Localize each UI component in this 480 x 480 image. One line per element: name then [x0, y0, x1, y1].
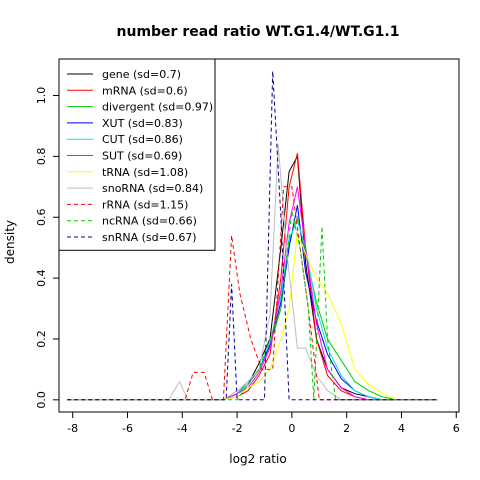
x-tick-label: 6 — [453, 422, 460, 435]
y-tick-label: 0.6 — [35, 208, 48, 226]
x-tick-label: -6 — [122, 422, 133, 435]
y-axis: 0.0 0.2 0.4 0.6 0.8 1.0 — [35, 87, 60, 409]
x-axis-label: log2 ratio — [229, 452, 286, 466]
legend-box — [58, 58, 216, 251]
legend-label-divergent: divergent (sd=0.97) — [102, 101, 213, 114]
y-tick-label: 0.4 — [35, 269, 48, 287]
legend-label-snrna: snRNA (sd=0.67) — [102, 231, 197, 244]
x-tick-label: 0 — [288, 422, 295, 435]
x-tick-label: 4 — [398, 422, 405, 435]
y-tick-label: 0.2 — [35, 330, 48, 348]
y-tick-label: 1.0 — [35, 87, 48, 105]
legend-label-trna: tRNA (sd=1.08) — [102, 166, 188, 179]
legend-label-mrna: mRNA (sd=0.6) — [102, 84, 188, 97]
y-tick-label: 0.0 — [35, 391, 48, 409]
series-line-sut — [67, 186, 438, 401]
legend-label-snorna: snoRNA (sd=0.84) — [102, 182, 203, 195]
legend-label-cut: CUT (sd=0.86) — [102, 133, 183, 146]
x-tick-label: -2 — [232, 422, 243, 435]
legend-label-sut: SUT (sd=0.69) — [102, 150, 182, 163]
legend-label-gene: gene (sd=0.7) — [102, 68, 181, 81]
legend: gene (sd=0.7) mRNA (sd=0.6) divergent (sd=… — [58, 58, 216, 251]
y-axis-label: density — [3, 220, 17, 264]
chart-title: number read ratio WT.G1.4/WT.G1.1 — [117, 24, 400, 40]
x-axis: -8 -6 -4 -2 0 2 4 6 — [67, 411, 460, 435]
legend-label-ncrna: ncRNA (sd=0.66) — [102, 215, 197, 228]
series-line-snrna — [67, 71, 438, 401]
x-tick-label: 2 — [343, 422, 350, 435]
x-tick-label: -4 — [177, 422, 188, 435]
series-line-ncrna — [67, 211, 438, 401]
y-tick-label: 0.8 — [35, 148, 48, 166]
series-line-cut — [67, 218, 438, 401]
legend-label-rrna: rRNA (sd=1.15) — [102, 198, 188, 211]
x-tick-label: -8 — [67, 422, 78, 435]
series-layer — [67, 71, 438, 401]
series-line-trna — [67, 232, 438, 401]
legend-label-xut: XUT (sd=0.83) — [102, 117, 183, 130]
